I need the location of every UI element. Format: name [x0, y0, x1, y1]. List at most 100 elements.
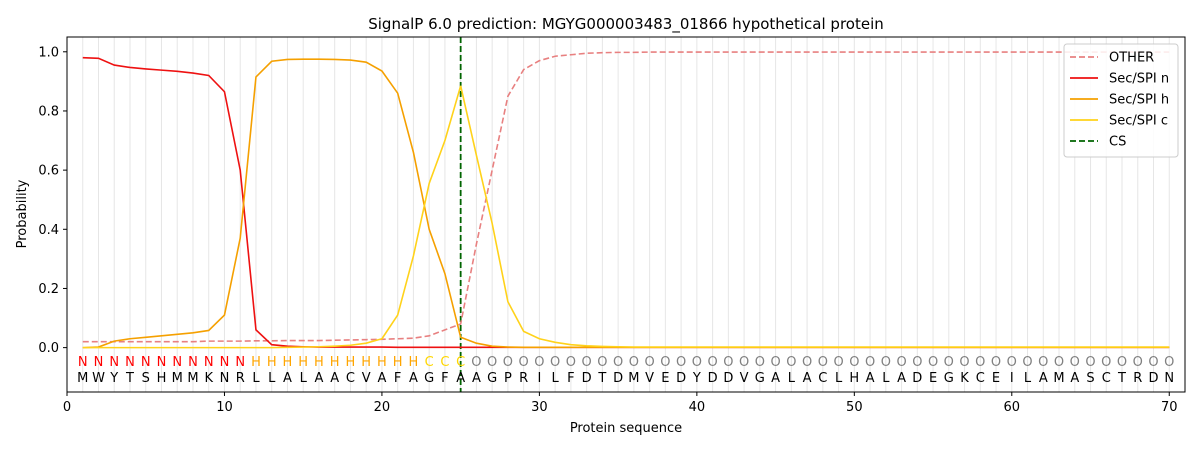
- residue-1: M: [77, 371, 88, 386]
- region-label-23: C: [425, 355, 434, 370]
- region-label-32: O: [566, 355, 576, 370]
- residue-20: A: [377, 371, 386, 386]
- region-label-62: O: [1038, 355, 1048, 370]
- residue-12: L: [252, 371, 260, 386]
- legend-label-sec-spi-c: Sec/SPI c: [1109, 114, 1168, 129]
- region-label-1: N: [78, 355, 88, 370]
- legend: OTHER Sec/SPI n Sec/SPI h Sec/SPI c CS: [1063, 43, 1179, 158]
- residue-11: R: [236, 371, 245, 386]
- residue-46: L: [788, 371, 796, 386]
- residue-58: C: [976, 371, 985, 386]
- region-label-50: O: [849, 355, 859, 370]
- residue-64: A: [1070, 371, 1079, 386]
- region-label-10: N: [220, 355, 230, 370]
- residue-24: F: [441, 371, 448, 386]
- plot-frame: [66, 36, 1186, 393]
- region-label-47: O: [802, 355, 812, 370]
- residue-47: A: [803, 371, 812, 386]
- region-label-2: N: [94, 355, 104, 370]
- x-tick-label-40: 40: [689, 400, 706, 415]
- residue-39: D: [676, 371, 686, 386]
- region-label-9: N: [204, 355, 214, 370]
- x-tick-label-20: 20: [374, 400, 391, 415]
- region-label-6: N: [157, 355, 167, 370]
- residue-2: W: [92, 371, 105, 386]
- region-label-42: O: [723, 355, 733, 370]
- residue-42: D: [723, 371, 733, 386]
- residue-9: K: [204, 371, 213, 386]
- residue-59: E: [992, 371, 1000, 386]
- region-label-21: H: [393, 355, 403, 370]
- region-label-52: O: [881, 355, 891, 370]
- residue-52: L: [882, 371, 890, 386]
- region-label-30: O: [534, 355, 544, 370]
- x-tick-label-50: 50: [846, 400, 863, 415]
- region-label-51: O: [865, 355, 875, 370]
- series-line-sec-spi-c: [82, 85, 1170, 349]
- region-label-25: C: [456, 355, 465, 370]
- residue-8: M: [187, 371, 198, 386]
- residue-65: S: [1086, 371, 1094, 386]
- region-label-36: O: [629, 355, 639, 370]
- region-label-60: O: [1007, 355, 1017, 370]
- residue-56: G: [944, 371, 954, 386]
- region-label-64: O: [1070, 355, 1080, 370]
- residue-45: A: [771, 371, 780, 386]
- region-label-48: O: [818, 355, 828, 370]
- residue-60: I: [1010, 371, 1014, 386]
- residue-16: A: [314, 371, 323, 386]
- residue-21: F: [394, 371, 401, 386]
- x-tick-label-10: 10: [216, 400, 233, 415]
- residue-49: L: [835, 371, 843, 386]
- region-label-41: O: [707, 355, 717, 370]
- residue-63: M: [1053, 371, 1064, 386]
- region-label-66: O: [1101, 355, 1111, 370]
- series-line-sec-spi-n: [82, 56, 1170, 349]
- region-label-18: H: [346, 355, 356, 370]
- residue-13: L: [268, 371, 276, 386]
- region-label-58: O: [975, 355, 985, 370]
- residue-3: Y: [109, 371, 118, 386]
- region-label-55: O: [928, 355, 938, 370]
- region-label-22: H: [409, 355, 419, 370]
- residue-19: V: [362, 371, 371, 386]
- y-tick-label-0.2: 0.2: [38, 282, 59, 297]
- residue-7: M: [172, 371, 183, 386]
- residue-31: L: [552, 371, 560, 386]
- series-line-sec-spi-h: [82, 58, 1170, 349]
- residue-18: C: [346, 371, 355, 386]
- region-label-28: O: [503, 355, 513, 370]
- residue-68: R: [1133, 371, 1142, 386]
- region-label-7: N: [172, 355, 182, 370]
- region-label-70: O: [1164, 355, 1174, 370]
- residue-33: D: [582, 371, 592, 386]
- residue-40: Y: [692, 371, 701, 386]
- y-tick-label-1: 1.0: [38, 45, 59, 60]
- region-label-35: O: [613, 355, 623, 370]
- region-label-59: O: [991, 355, 1001, 370]
- residue-14: A: [283, 371, 292, 386]
- residue-28: P: [504, 371, 512, 386]
- region-label-68: O: [1133, 355, 1143, 370]
- region-label-16: H: [314, 355, 324, 370]
- region-label-13: H: [267, 355, 277, 370]
- region-label-43: O: [739, 355, 749, 370]
- region-label-63: O: [1054, 355, 1064, 370]
- residue-70: N: [1164, 371, 1174, 386]
- region-label-56: O: [944, 355, 954, 370]
- region-label-49: O: [833, 355, 843, 370]
- residue-44: G: [755, 371, 765, 386]
- region-label-39: O: [676, 355, 686, 370]
- residue-4: T: [125, 371, 134, 386]
- residue-30: I: [537, 371, 541, 386]
- residue-48: C: [818, 371, 827, 386]
- legend-label-sec-spi-h: Sec/SPI h: [1109, 93, 1169, 108]
- region-label-46: O: [786, 355, 796, 370]
- residue-32: F: [567, 371, 574, 386]
- series-lines: [82, 51, 1170, 349]
- residue-67: T: [1117, 371, 1126, 386]
- x-tick-label-60: 60: [1004, 400, 1021, 415]
